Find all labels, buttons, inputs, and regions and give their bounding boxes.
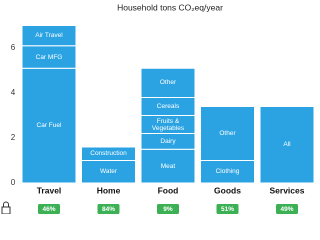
x-tick-label: Travel — [37, 185, 62, 195]
chart: Household tons CO₂eq/year 0 2 4 6 Car Fuel Ca… — [1, 2, 315, 214]
x-tick-label: Services — [270, 185, 305, 195]
y-tick-label: 4 — [11, 88, 16, 97]
x-tick-label: Goods — [214, 185, 241, 195]
bar-segment — [259, 106, 315, 184]
segment-label-box: Clothing — [215, 168, 240, 176]
segment-label-box: Dairy — [160, 137, 176, 145]
segment-label: Air Travel — [35, 32, 63, 40]
segment-label: Water — [99, 168, 118, 176]
bar-segment — [140, 67, 196, 98]
badge-label: 84% — [102, 206, 115, 213]
badge-label: 9% — [163, 206, 173, 213]
badge — [97, 204, 120, 214]
badge — [38, 204, 60, 214]
badge-label: 51% — [221, 206, 234, 213]
bar-segment — [200, 106, 255, 161]
y-tick-label: 0 — [11, 178, 16, 187]
bar-segment — [140, 148, 196, 184]
x-tick-label: Food — [158, 185, 179, 195]
segment-label: Clothing — [215, 168, 240, 176]
segment-label-box: All — [283, 141, 291, 149]
badge — [216, 204, 239, 214]
segment-label-box: Construction — [90, 150, 127, 158]
lock-icon — [1, 201, 11, 214]
segment-label: Other — [219, 130, 236, 137]
segment-label-box: Cereals — [156, 103, 180, 110]
segment-label-box: Other — [159, 79, 177, 87]
segment-label: All — [283, 141, 291, 149]
segment-label-box: Other — [219, 130, 236, 137]
segment-label: Cereals — [156, 103, 180, 110]
y-tick-label: 6 — [11, 43, 16, 52]
segment-label-box: Car MFG — [35, 53, 63, 61]
chart-title: Household tons CO₂eq/year — [117, 2, 223, 12]
badge — [157, 204, 179, 214]
badge-label: 49% — [280, 206, 293, 213]
segment-label: Car Fuel — [36, 122, 62, 130]
segment-label-box: Fruits & Vegetables — [151, 117, 185, 132]
badge — [276, 204, 298, 214]
segment-label-box: Car Fuel — [36, 122, 62, 130]
segment-label-box: Water — [99, 168, 118, 176]
bar-segment — [81, 146, 136, 161]
bar-segment — [21, 25, 77, 47]
bar-segment — [21, 67, 77, 184]
segment-label-box: Meat — [160, 162, 176, 170]
segment-label: Fruits & Vegetables — [151, 117, 185, 132]
badge-label: 46% — [42, 206, 55, 213]
segment-label: Construction — [90, 150, 127, 158]
segment-label: Meat — [160, 162, 176, 170]
x-tick-label: Home — [97, 185, 121, 195]
segment-label: Dairy — [160, 137, 176, 145]
segment-label: Other — [159, 79, 177, 87]
y-tick-label: 2 — [11, 133, 16, 142]
segment-label: Car MFG — [35, 53, 63, 61]
segment-label-box: Air Travel — [35, 32, 63, 40]
